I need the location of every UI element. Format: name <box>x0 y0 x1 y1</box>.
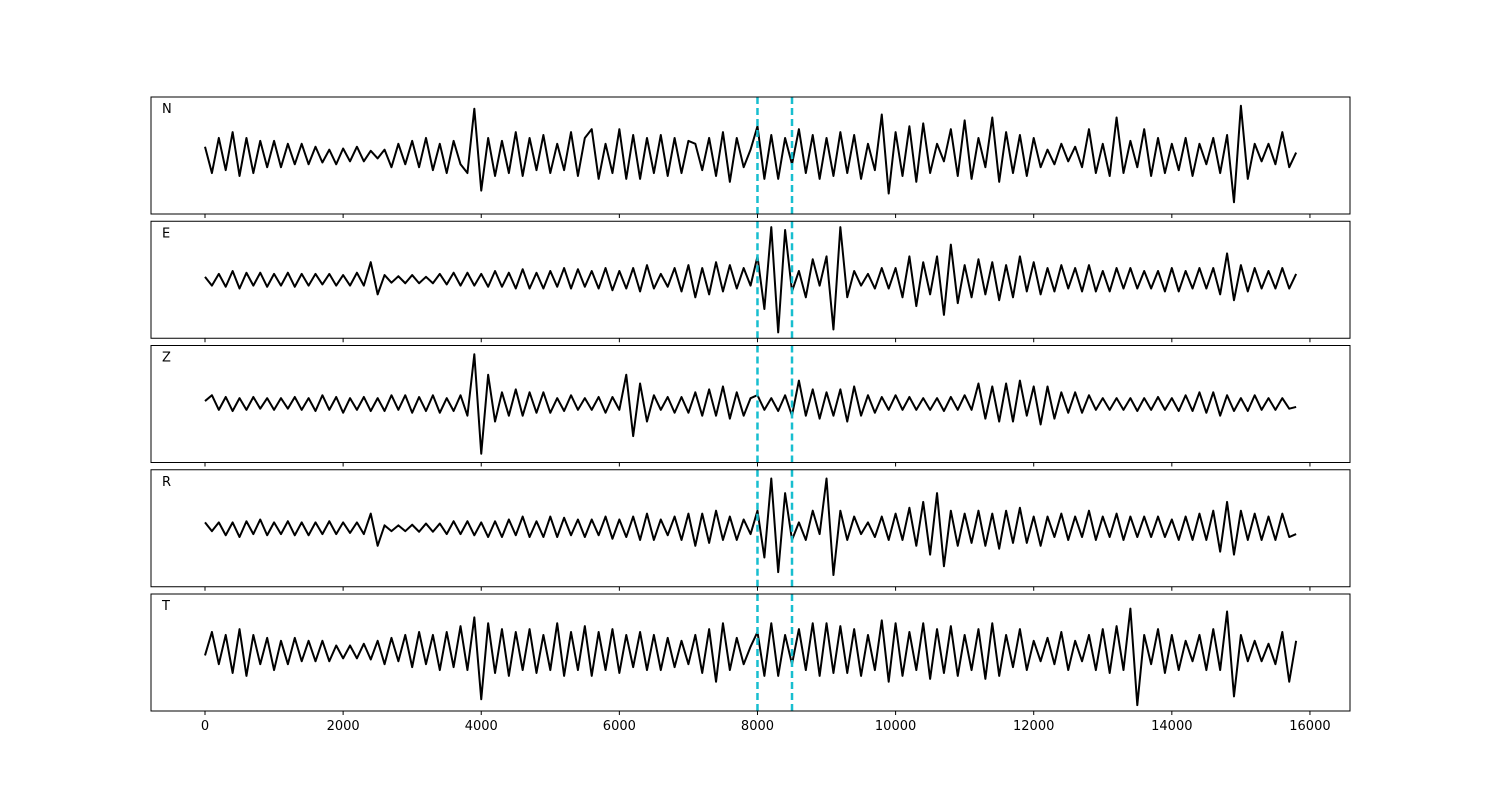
trace <box>204 607 1298 707</box>
panel-label: E <box>162 226 170 241</box>
x-tick-label: 8000 <box>741 719 774 734</box>
panel-frame <box>150 96 1351 215</box>
trace <box>204 477 1297 577</box>
panel <box>204 594 1298 711</box>
x-tick-label: 12000 <box>1013 719 1054 734</box>
panel-label: N <box>162 102 172 117</box>
x-tick-label: 10000 <box>875 719 916 734</box>
trace <box>204 104 1298 204</box>
panel <box>204 221 1298 339</box>
panel <box>204 345 1297 463</box>
trace <box>204 226 1298 334</box>
panel <box>204 97 1298 214</box>
panel-label: Z <box>162 351 171 366</box>
panel-frame <box>150 593 1351 712</box>
panel <box>204 469 1297 587</box>
x-tick-label: 2000 <box>327 719 360 734</box>
x-tick-label: 14000 <box>1151 719 1192 734</box>
x-tick-label: 4000 <box>465 719 498 734</box>
panel-frame <box>150 220 1351 339</box>
trace <box>204 353 1297 455</box>
x-tick-label: 0 <box>201 719 209 734</box>
x-tick-label: 6000 <box>603 719 636 734</box>
x-tick-label: 16000 <box>1289 719 1330 734</box>
panel-label: T <box>161 599 170 614</box>
panel-frame <box>150 469 1351 588</box>
panel-frame <box>150 345 1351 463</box>
panel-label: R <box>162 475 171 490</box>
